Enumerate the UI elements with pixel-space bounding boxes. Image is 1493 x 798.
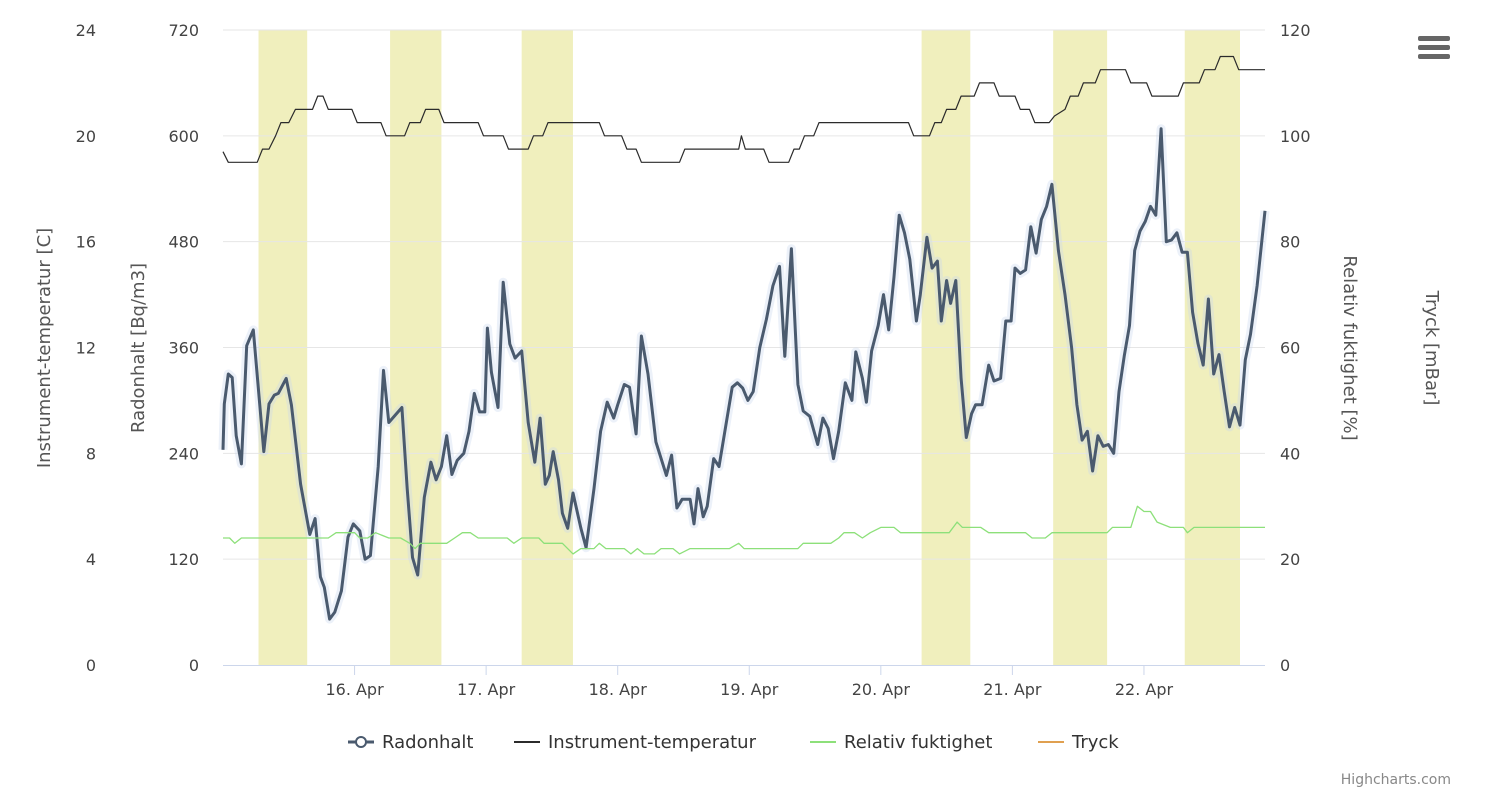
y-tick-label-humidity-2: 40 (1280, 444, 1300, 463)
x-tick-label-0: 16. Apr (325, 680, 384, 699)
y-tick-label-radon-0: 0 (189, 656, 199, 675)
legend-item-tryck[interactable]: Tryck (1038, 732, 1119, 753)
x-tick-label-6: 22. Apr (1115, 680, 1174, 699)
series-group (218, 55, 1270, 624)
y-tick-label-temp-2: 8 (86, 444, 96, 463)
y-tick-label-radon-5: 600 (168, 127, 199, 146)
x-tick-label-2: 18. Apr (589, 680, 648, 699)
y-tick-label-humidity-5: 100 (1280, 127, 1311, 146)
y-tick-label-humidity-4: 80 (1280, 233, 1300, 252)
legend-marker-radonhalt (355, 736, 367, 748)
y-tick-label-radon-3: 360 (168, 339, 199, 358)
y-tick-label-humidity-6: 120 (1280, 21, 1311, 40)
series-line-instrument-temperatur (222, 55, 1265, 163)
menu-bar-2 (1418, 45, 1450, 50)
legend-label-tryck: Tryck (1071, 732, 1119, 753)
credits-link[interactable]: Highcharts.com (1340, 772, 1451, 788)
y-tick-label-radon-1: 120 (168, 550, 199, 569)
y-tick-label-humidity-0: 0 (1280, 656, 1290, 675)
y-axis-title-temp: Instrument-temperatur [C] (34, 228, 55, 468)
legend-label-temperatur: Instrument-temperatur (548, 732, 757, 753)
legend: Radonhalt Instrument-temperatur Relativ … (348, 732, 1119, 753)
x-tick-label-1: 17. Apr (457, 680, 516, 699)
y-tick-label-temp-5: 20 (76, 127, 96, 146)
legend-item-relativ-fuktighet[interactable]: Relativ fuktighet (810, 732, 992, 753)
y-tick-label-humidity-3: 60 (1280, 339, 1300, 358)
y-tick-label-temp-3: 12 (76, 339, 96, 358)
legend-item-instrument-temperatur[interactable]: Instrument-temperatur (514, 732, 757, 753)
y-tick-label-temp-1: 4 (86, 550, 96, 569)
y-axis-title-humidity: Relativ fuktighet [%] (1339, 255, 1360, 440)
x-tick-label-5: 21. Apr (983, 680, 1042, 699)
y-tick-label-humidity-1: 20 (1280, 550, 1300, 569)
series-line-relativ-fuktighet (223, 505, 1265, 555)
series-line-radonhalt (221, 127, 1267, 621)
hamburger-menu-icon[interactable] (1418, 36, 1450, 66)
y-axis-title-radon: Radonhalt [Bq/m3] (128, 263, 149, 433)
y-tick-label-radon-2: 240 (168, 444, 199, 463)
legend-label-radonhalt: Radonhalt (382, 732, 474, 753)
y-tick-label-radon-4: 480 (168, 233, 199, 252)
y-tick-label-temp-0: 0 (86, 656, 96, 675)
menu-bar-1 (1418, 36, 1450, 41)
series-halo-radonhalt (218, 124, 1270, 624)
menu-bar-3 (1418, 54, 1450, 59)
x-tick-label-3: 19. Apr (720, 680, 779, 699)
x-tick-label-4: 20. Apr (852, 680, 911, 699)
y-axis-title-pressure: Tryck [mBar] (1421, 290, 1442, 406)
y-tick-label-temp-6: 24 (76, 21, 96, 40)
legend-item-radonhalt[interactable]: Radonhalt (348, 732, 474, 753)
axes: 16. Apr 17. Apr 18. Apr 19. Apr 20. Apr 21. A… (76, 21, 1311, 699)
y-tick-label-temp-4: 16 (76, 233, 96, 252)
legend-label-fuktighet: Relativ fuktighet (844, 732, 992, 753)
y-tick-label-radon-6: 720 (168, 21, 199, 40)
